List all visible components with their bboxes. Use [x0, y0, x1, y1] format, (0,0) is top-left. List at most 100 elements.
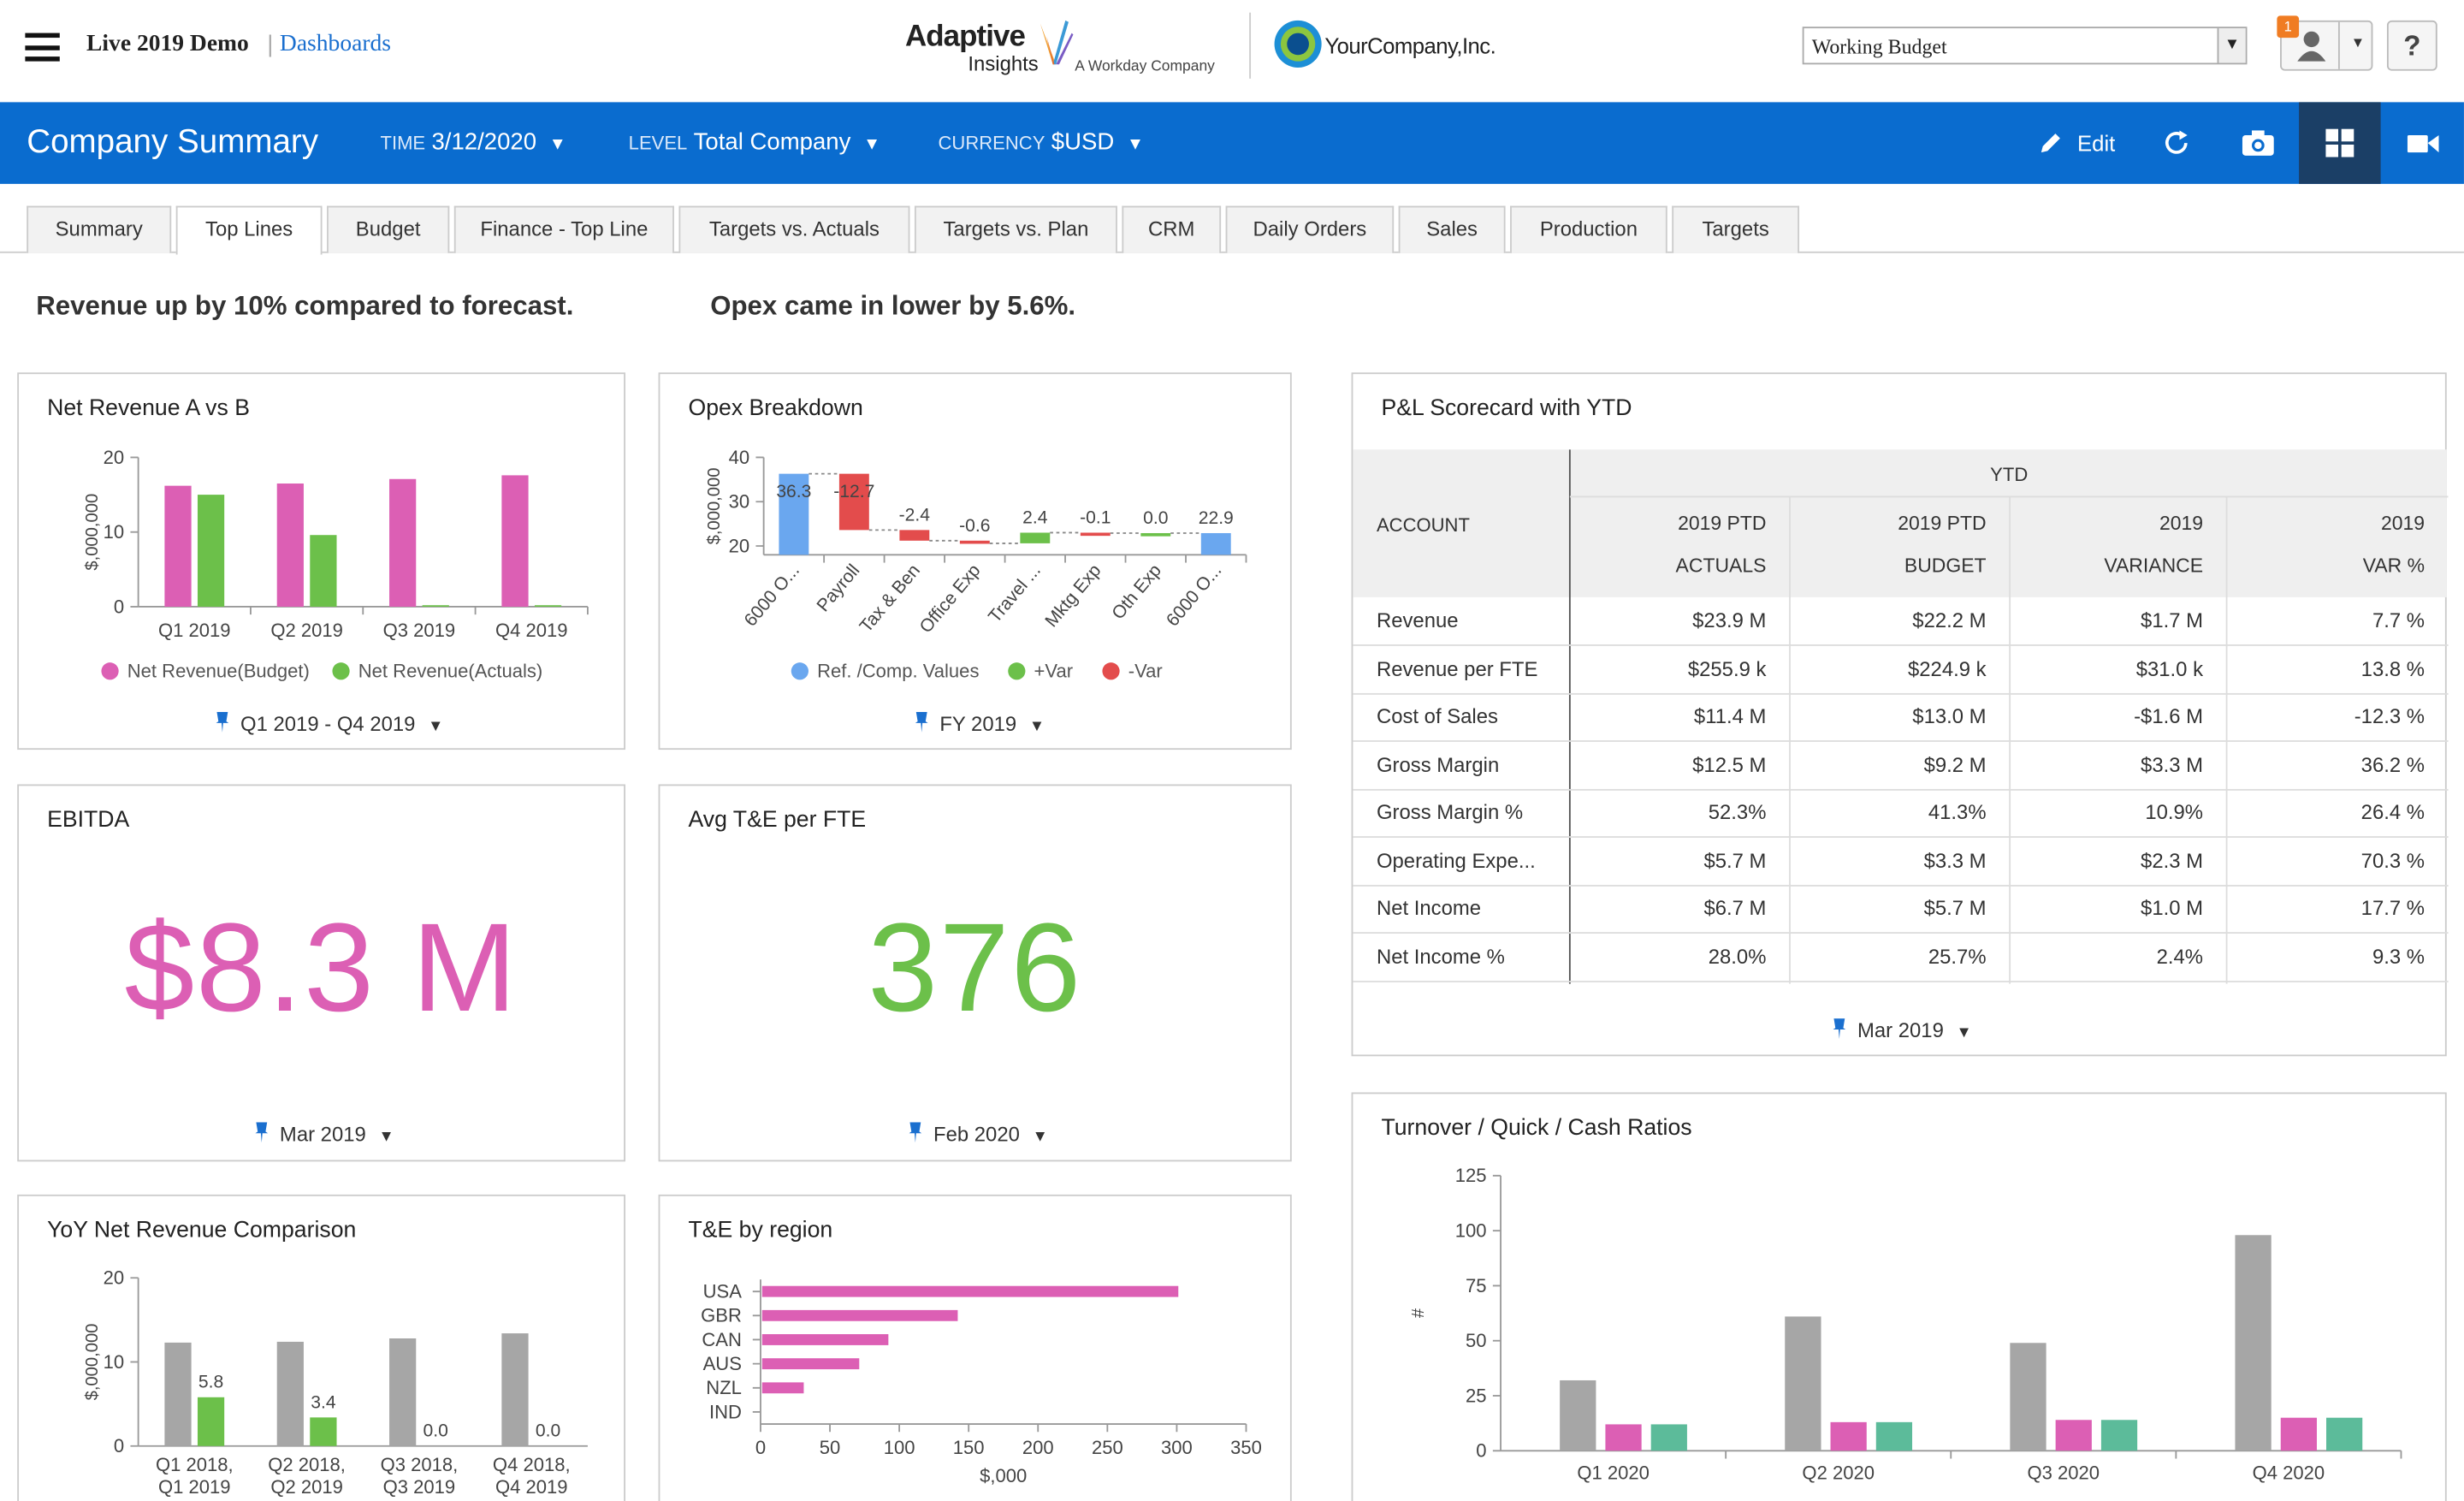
period-selector[interactable]: FY 2019 ▼ [915, 712, 1045, 736]
bar[interactable] [197, 495, 225, 607]
opex-breakdown-chart[interactable]: 20 30 40 $,000,000 36.3 6000 O... -12.7 Payroll… [660, 429, 1293, 720]
waterfall-bar[interactable] [1200, 532, 1231, 555]
bar[interactable] [761, 1309, 958, 1321]
legend-marker[interactable] [1008, 662, 1026, 680]
bar[interactable] [310, 535, 337, 607]
help-button[interactable]: ? [2386, 20, 2437, 71]
currency-filter[interactable]: CURRENCY $USD ▼ [939, 129, 1144, 156]
bar[interactable] [276, 1341, 304, 1446]
period-selector[interactable]: Mar 2019 ▼ [1833, 1018, 1972, 1042]
bar[interactable] [389, 1338, 417, 1446]
bar[interactable] [761, 1334, 889, 1345]
x-tick-label: Q3 2020 [2028, 1462, 2100, 1483]
bar[interactable] [422, 605, 449, 607]
period-selector[interactable]: Mar 2019 ▼ [255, 1122, 394, 1146]
bar[interactable] [2100, 1420, 2138, 1451]
user-icon [2297, 31, 2326, 62]
bar[interactable] [761, 1382, 804, 1394]
row-account: Gross Margin % [1376, 799, 1524, 824]
tab-summary[interactable]: Summary [27, 205, 172, 253]
bar[interactable] [197, 1397, 225, 1446]
waterfall-bar[interactable] [838, 473, 869, 531]
legend-label[interactable]: -Var [1128, 661, 1163, 682]
presentation-button[interactable] [2389, 102, 2458, 184]
bar[interactable] [2235, 1235, 2272, 1451]
tab-sales[interactable]: Sales [1398, 205, 1506, 253]
bar[interactable] [2326, 1417, 2363, 1451]
tab-daily-orders[interactable]: Daily Orders [1225, 205, 1395, 253]
card-title: P&L Scorecard with YTD [1381, 395, 1632, 422]
legend-marker[interactable] [332, 662, 350, 680]
bar[interactable] [389, 478, 417, 607]
plan-version-select[interactable]: Working Budget ▼ [1802, 27, 2248, 65]
ytd-group-header: YTD [1990, 463, 2029, 486]
te-region-chart[interactable]: USA GBR CAN AUS NZL IND 0 50 100 150 200 250 300 350 $… [660, 1251, 1293, 1501]
waterfall-bar[interactable] [1140, 532, 1171, 537]
legend-marker[interactable] [101, 662, 119, 680]
legend-marker[interactable] [1102, 662, 1120, 680]
yoy-revenue-chart[interactable]: 0 10 20 $,000,000 5.8 Q1 2018,Q1 2019 3.4 Q2 20… [19, 1251, 627, 1501]
waterfall-bar[interactable] [779, 473, 809, 555]
net-revenue-chart[interactable]: 0 10 20 $,000,000 Q1 2019 Q2 2019 Q3 2019 Q4 20… [19, 429, 627, 720]
time-filter[interactable]: TIME 3/12/2020 ▼ [380, 129, 566, 156]
legend-label[interactable]: +Var [1034, 661, 1074, 682]
y-axis-label: $,000,000 [83, 494, 102, 571]
user-menu-button[interactable]: 1 ▼ [2277, 15, 2373, 71]
bar[interactable] [501, 1333, 529, 1446]
bar[interactable] [761, 1285, 1179, 1297]
caret-down-icon[interactable]: ▼ [2350, 34, 2366, 50]
opex-breakdown-card: Opex Breakdown 20 30 40 $,000,000 36.3 6000 O… [658, 372, 1293, 750]
bar[interactable] [1650, 1424, 1687, 1451]
chevron-down-icon[interactable]: ▼ [2217, 28, 2246, 63]
bar[interactable] [501, 475, 529, 607]
edit-button[interactable]: Edit [2019, 102, 2132, 184]
bar[interactable] [534, 605, 562, 607]
tab-finance-top-line[interactable]: Finance - Top Line [453, 205, 674, 253]
breadcrumb-dashboards[interactable]: Dashboards [279, 31, 392, 57]
bar[interactable] [2280, 1417, 2317, 1451]
refresh-button[interactable] [2145, 102, 2207, 184]
period-selector[interactable]: Q1 2019 - Q4 2019 ▼ [216, 712, 443, 736]
tab-targets-vs-actuals[interactable]: Targets vs. Actuals [678, 205, 910, 253]
level-filter[interactable]: LEVEL Total Company ▼ [629, 129, 880, 156]
tab-production[interactable]: Production [1510, 205, 1667, 253]
menu-icon[interactable] [25, 33, 60, 62]
period-selector[interactable]: Feb 2020 ▼ [909, 1122, 1048, 1146]
y-axis-label: $,000,000 [705, 468, 724, 545]
bar[interactable] [2055, 1420, 2092, 1451]
row-value: 7.7 % [2372, 608, 2426, 632]
bar[interactable] [310, 1417, 337, 1446]
legend-label[interactable]: Net Revenue(Budget) [127, 661, 310, 682]
bar[interactable] [164, 1342, 192, 1446]
snapshot-button[interactable] [2227, 102, 2289, 184]
bar[interactable] [761, 1358, 860, 1370]
tab-targets-vs-plan[interactable]: Targets vs. Plan [914, 205, 1117, 253]
tab-budget[interactable]: Budget [327, 205, 450, 253]
bar[interactable] [276, 484, 304, 607]
bar[interactable] [1875, 1421, 1913, 1451]
legend-marker[interactable] [791, 662, 808, 680]
x-tick-label: Q4 2019 [495, 1476, 568, 1498]
waterfall-bar[interactable] [1080, 532, 1111, 537]
legend-label[interactable]: Net Revenue(Actuals) [358, 661, 543, 682]
bar[interactable] [2010, 1343, 2046, 1451]
waterfall-bar[interactable] [959, 540, 990, 544]
tab-top-lines[interactable]: Top Lines [175, 205, 323, 255]
x-tick-label: 200 [1022, 1437, 1054, 1458]
tab-targets[interactable]: Targets [1672, 205, 1800, 253]
notification-badge[interactable]: 1 [2277, 15, 2300, 39]
bar[interactable] [1560, 1379, 1596, 1451]
tab-crm[interactable]: CRM [1122, 205, 1222, 253]
legend-label[interactable]: Ref. /Comp. Values [817, 661, 979, 682]
waterfall-bar[interactable] [899, 530, 930, 541]
bar[interactable] [1830, 1421, 1867, 1451]
waterfall-bar[interactable] [1020, 532, 1051, 543]
bar[interactable] [1605, 1424, 1642, 1451]
bar[interactable] [1785, 1316, 1821, 1451]
x-tick-label: Q2 2019 [270, 1476, 343, 1498]
ratios-chart[interactable]: 0 25 50 75 100 125 # Q1 2020 Q2 2020 Q3 2020 Q4 20… [1353, 1149, 2448, 1501]
time-filter-value: 3/12/2020 [431, 128, 537, 156]
layout-button[interactable] [2299, 102, 2381, 184]
bar[interactable] [164, 485, 192, 607]
y-tick-label: 0 [1476, 1440, 1486, 1462]
